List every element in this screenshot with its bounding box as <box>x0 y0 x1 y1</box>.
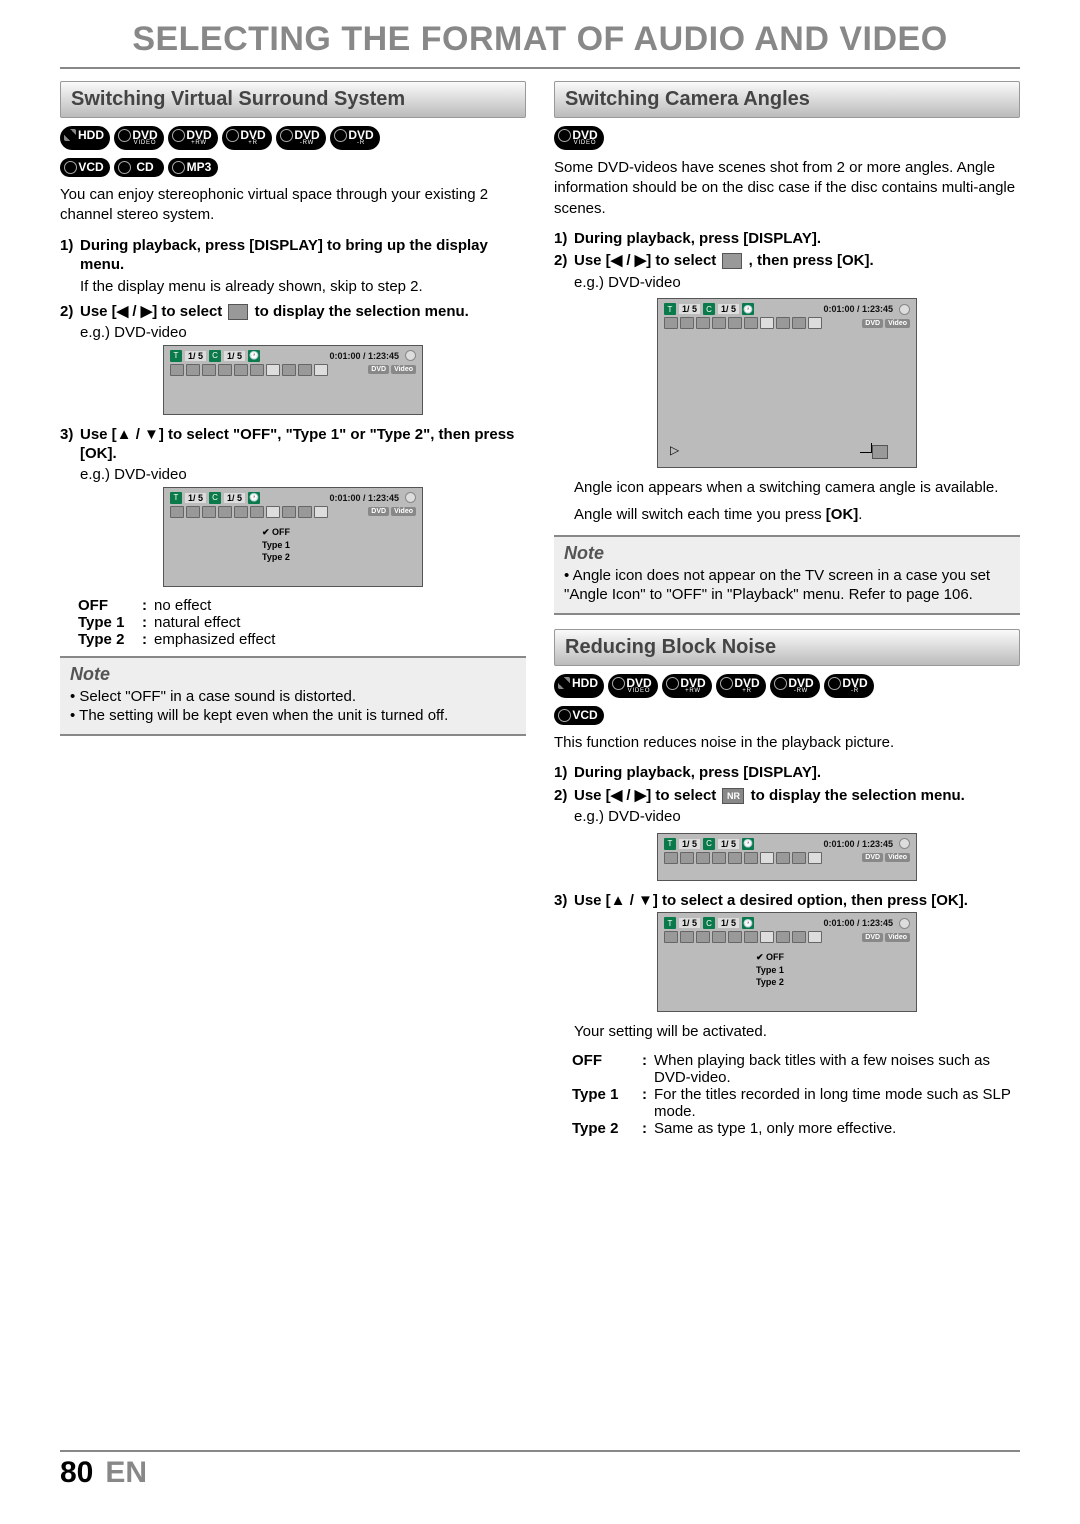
osd-menu-item: Type 2 <box>258 551 328 563</box>
note-title: Note <box>564 543 1010 564</box>
rule-top <box>60 67 1020 69</box>
camera-icon <box>872 445 888 459</box>
left-right-arrows-icon: ◀ / ▶ <box>611 252 647 269</box>
help-icon <box>899 838 910 849</box>
format-badge: DVD+RW <box>662 674 712 698</box>
format-badge: DVD-RW <box>276 126 326 150</box>
badges-row: VCD <box>554 706 1020 725</box>
osd-menu-item: OFF <box>752 951 822 964</box>
step-1: 1) During playback, press [DISPLAY] to b… <box>60 236 526 275</box>
intro-text: You can enjoy stereophonic virtual space… <box>60 185 526 226</box>
format-badge: DVD+RW <box>168 126 218 150</box>
note-list: Angle icon does not appear on the TV scr… <box>564 566 1010 605</box>
osd-menu: OFF Type 1 Type 2 <box>752 951 822 988</box>
play-icon: ▷ <box>670 443 679 457</box>
note-title: Note <box>70 664 516 685</box>
badges-row: VCDCDMP3 <box>60 158 526 177</box>
page-number: 80EN <box>60 1456 1020 1490</box>
osd-menu: OFF Type 1 Type 2 <box>258 526 328 563</box>
format-badge: DVDVIDEO <box>114 126 164 150</box>
option-row: OFF:no effect <box>78 597 526 614</box>
osd-display: T1/ 5C1/ 5🕐0:01:00 / 1:23:45 DVDVideo <box>657 833 917 881</box>
osd-menu-item: OFF <box>258 526 328 539</box>
result-text: Angle will switch each time you press [O… <box>574 505 1020 525</box>
intro-text: Some DVD-videos have scenes shot from 2 … <box>554 158 1020 219</box>
left-column: Switching Virtual Surround System HDDDVD… <box>60 81 526 1145</box>
note-box: Note Select "OFF" in a case sound is dis… <box>60 656 526 736</box>
example-label: e.g.) DVD-video <box>80 466 526 483</box>
note-list: Select "OFF" in a case sound is distorte… <box>70 687 516 726</box>
left-right-arrows-icon: ◀ / ▶ <box>117 303 153 320</box>
step-2: 2) Use [◀ / ▶] to select to display the … <box>60 302 526 322</box>
format-badge: DVD-R <box>824 674 874 698</box>
option-row: Type 2:Same as type 1, only more effecti… <box>572 1120 1020 1137</box>
osd-display-menu: T1/ 5C1/ 5🕐0:01:00 / 1:23:45 DVDVideo OF… <box>657 912 917 1012</box>
note-item: Angle icon does not appear on the TV scr… <box>564 566 1010 605</box>
format-badge: HDD <box>60 126 110 150</box>
surround-icon <box>228 304 248 320</box>
help-icon <box>899 918 910 929</box>
format-badge: DVD+R <box>716 674 766 698</box>
columns: Switching Virtual Surround System HDDDVD… <box>60 81 1020 1145</box>
badges-row: HDDDVDVIDEODVD+RWDVD+RDVD-RWDVD-R <box>554 674 1020 698</box>
options-table: OFF:no effectType 1:natural effectType 2… <box>78 597 526 648</box>
format-badge: MP3 <box>168 158 218 177</box>
note-item: Select "OFF" in a case sound is distorte… <box>70 687 516 707</box>
section-header-noise: Reducing Block Noise <box>554 629 1020 666</box>
example-label: e.g.) DVD-video <box>574 807 1020 827</box>
result-text: Angle icon appears when a switching came… <box>574 478 1020 498</box>
nr-icon: NR <box>722 788 744 804</box>
page-title: SELECTING THE FORMAT OF AUDIO AND VIDEO <box>60 20 1020 59</box>
format-badge: VCD <box>554 706 604 725</box>
camera-angle-icon <box>722 253 742 269</box>
format-badge: DVD-R <box>330 126 380 150</box>
format-badge: HDD <box>554 674 604 698</box>
format-badge: VCD <box>60 158 110 177</box>
help-icon <box>405 492 416 503</box>
osd-menu-item: Type 2 <box>752 976 822 988</box>
step-1: 1) During playback, press [DISPLAY]. <box>554 229 1020 249</box>
options-table: OFF:When playing back titles with a few … <box>572 1052 1020 1137</box>
option-row: Type 1:For the titles recorded in long t… <box>572 1086 1020 1120</box>
format-badge: DVD-RW <box>770 674 820 698</box>
badge-dvd-video: DVDVIDEO <box>554 126 604 150</box>
format-badge: DVD+R <box>222 126 272 150</box>
osd-menu-item: Type 1 <box>752 964 822 976</box>
help-icon <box>405 350 416 361</box>
example-label: e.g.) DVD-video <box>574 273 1020 293</box>
right-column: Switching Camera Angles DVDVIDEO Some DV… <box>554 81 1020 1145</box>
help-icon <box>899 304 910 315</box>
option-row: Type 1:natural effect <box>78 614 526 631</box>
example-label: e.g.) DVD-video <box>80 324 526 341</box>
step-1: 1) During playback, press [DISPLAY]. <box>554 763 1020 783</box>
left-right-arrows-icon: ◀ / ▶ <box>611 787 647 804</box>
result-text: Your setting will be activated. <box>574 1022 1020 1042</box>
step-3: 3) Use [▲ / ▼] to select "OFF", "Type 1"… <box>60 425 526 464</box>
intro-text: This function reduces noise in the playb… <box>554 733 1020 753</box>
option-row: Type 2:emphasized effect <box>78 631 526 648</box>
osd-icon-row: DVDVideo <box>164 364 422 380</box>
format-badge: CD <box>114 158 164 177</box>
step-2: 2) Use [◀ / ▶] to select NR to display t… <box>554 786 1020 806</box>
note-item: The setting will be kept even when the u… <box>70 706 516 726</box>
step-3: 3) Use [▲ / ▼] to select a desired optio… <box>554 891 1020 911</box>
step-1-sub: If the display menu is already shown, sk… <box>80 277 526 297</box>
step-2: 2) Use [◀ / ▶] to select , then press [O… <box>554 251 1020 271</box>
section-header-angles: Switching Camera Angles <box>554 81 1020 118</box>
osd-display-menu: T1/ 5C1/ 5🕐0:01:00 / 1:23:45 DVDVideo OF… <box>163 487 423 587</box>
option-row: OFF:When playing back titles with a few … <box>572 1052 1020 1086</box>
format-badge: DVDVIDEO <box>608 674 658 698</box>
footer: 80EN <box>60 1450 1020 1490</box>
osd-display-tall: T1/ 5C1/ 5🕐0:01:00 / 1:23:45 DVDVideo ▷ <box>657 298 917 468</box>
note-box: Note Angle icon does not appear on the T… <box>554 535 1020 615</box>
rule-bottom <box>60 1450 1020 1452</box>
badges-row: HDDDVDVIDEODVD+RWDVD+RDVD-RWDVD-R <box>60 126 526 150</box>
osd-display: T1/ 5C1/ 5🕐0:01:00 / 1:23:45 DVDVideo <box>163 345 423 415</box>
badges-row: DVDVIDEO <box>554 126 1020 150</box>
osd-menu-item: Type 1 <box>258 539 328 551</box>
section-header-surround: Switching Virtual Surround System <box>60 81 526 118</box>
